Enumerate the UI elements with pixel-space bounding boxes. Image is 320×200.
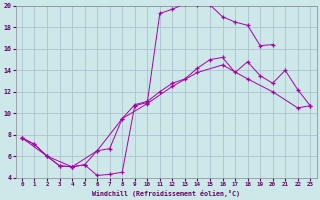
X-axis label: Windchill (Refroidissement éolien,°C): Windchill (Refroidissement éolien,°C): [92, 190, 240, 197]
